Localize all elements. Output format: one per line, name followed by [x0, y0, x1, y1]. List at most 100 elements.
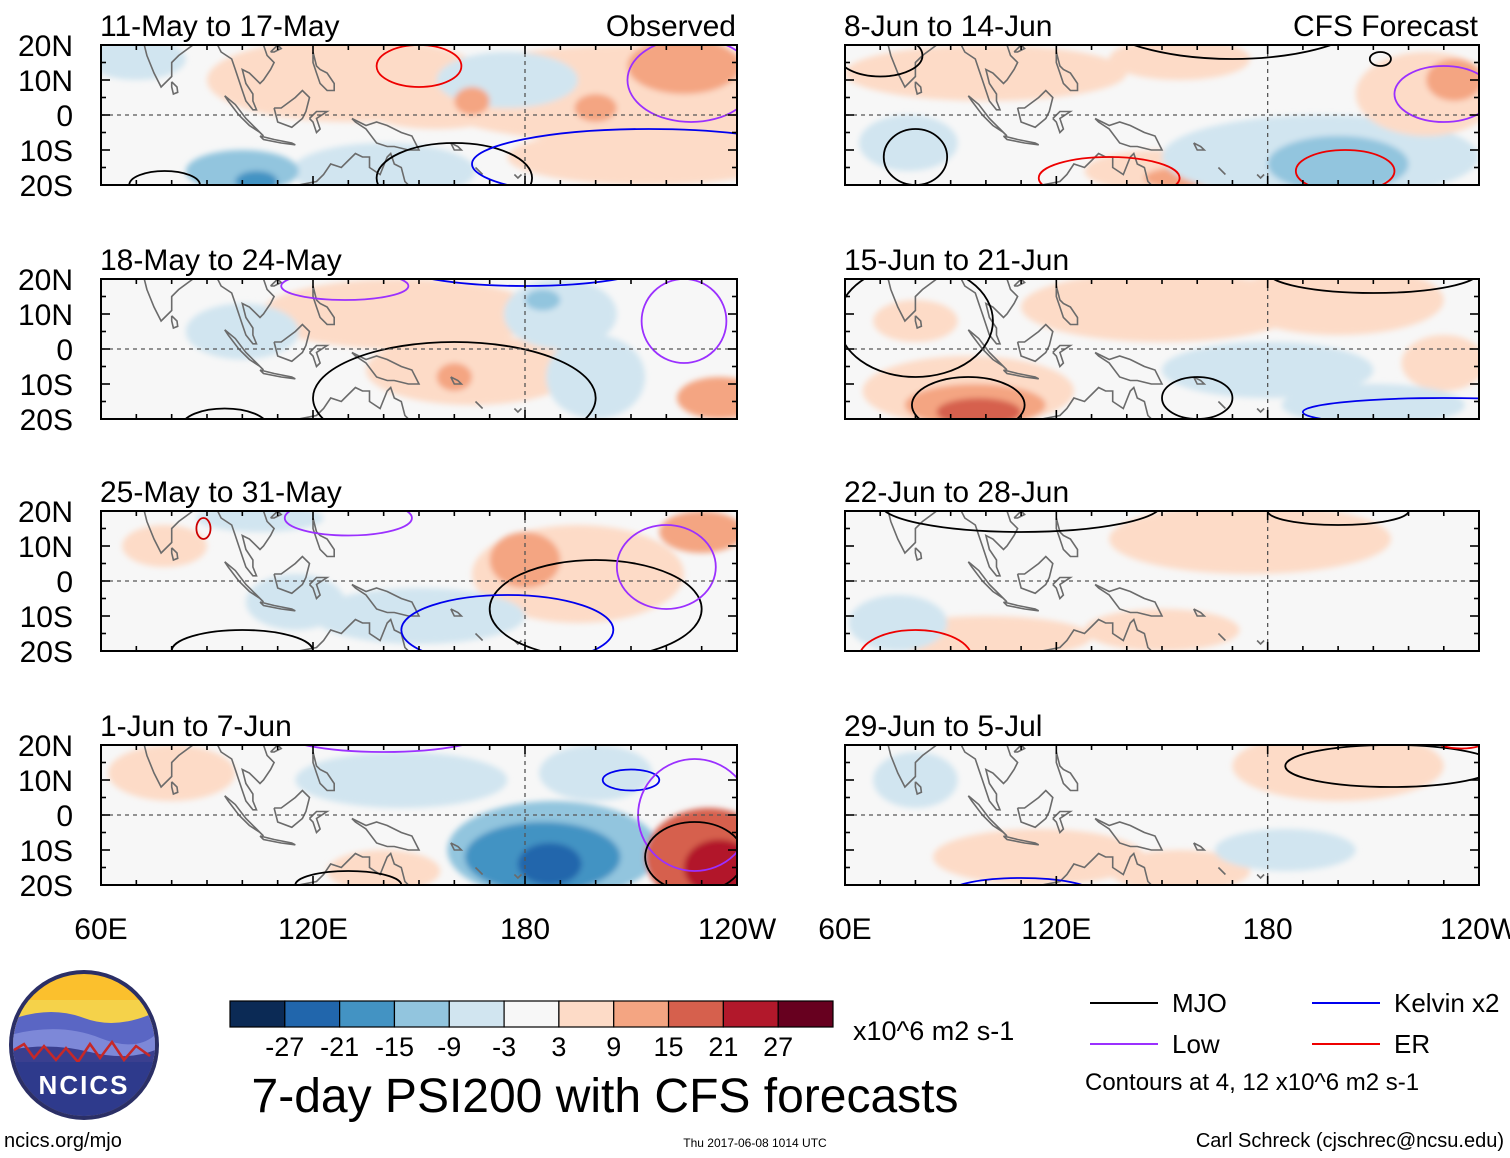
contour-line	[1131, 45, 1334, 60]
anomaly-layer	[873, 745, 1444, 885]
coastline	[1055, 517, 1079, 558]
contour-line	[644, 821, 737, 885]
colorbar-label: -9	[437, 1032, 461, 1062]
coastline	[887, 45, 938, 89]
contour-line	[1438, 745, 1479, 750]
anomaly-shading	[525, 289, 561, 311]
coastline	[1192, 376, 1207, 385]
coastline	[967, 561, 1008, 603]
coastline	[1052, 344, 1074, 368]
coastline	[170, 81, 179, 96]
contour-line	[615, 524, 717, 610]
anomaly-shading	[1109, 850, 1251, 885]
anomaly-shading	[291, 143, 476, 185]
coastline	[273, 323, 311, 363]
logo-text: NCICS	[39, 1070, 130, 1100]
coastline	[298, 386, 410, 419]
coastline	[313, 728, 320, 739]
contour-line	[882, 128, 949, 185]
coastline	[1002, 835, 1040, 846]
contour-line	[283, 511, 413, 537]
coastline	[450, 608, 464, 617]
coastline	[1256, 873, 1265, 880]
colorbar-box	[393, 1000, 450, 1028]
panel-5: 8-Jun to 14-Jun	[844, 10, 1480, 186]
anomaly-shading	[574, 94, 617, 122]
y-tick-label: 0	[56, 566, 73, 599]
anomaly-shading	[454, 87, 490, 115]
x-tick-label: 120E	[278, 913, 348, 946]
colorbar-box	[777, 1000, 834, 1028]
coastline	[1055, 51, 1079, 92]
y-tick-label: 20N	[18, 264, 73, 297]
anomaly-layer	[108, 745, 737, 885]
coastline	[170, 781, 179, 796]
panel-title: 18-May to 24-May	[100, 244, 342, 277]
coastline	[1192, 608, 1207, 617]
coastline	[1094, 817, 1164, 851]
panel-8: 29-Jun to 5-Jul	[844, 710, 1480, 886]
anomaly-shading	[507, 129, 737, 185]
y-tick-label: 20S	[20, 170, 73, 203]
coastline	[216, 745, 276, 811]
coastline	[312, 285, 336, 326]
contour-line	[426, 279, 624, 287]
contour-line	[601, 768, 661, 792]
anomaly-shading	[1281, 384, 1465, 419]
coastline	[1013, 511, 1026, 519]
coastline	[1055, 285, 1079, 326]
contour-line	[184, 407, 265, 419]
coastline	[224, 561, 265, 603]
coastline	[1056, 728, 1063, 739]
anomaly-shading	[1267, 136, 1409, 185]
coastline	[513, 173, 523, 180]
colorbar-box	[284, 1000, 341, 1028]
panel-title: 22-Jun to 28-Jun	[844, 476, 1069, 509]
coastline	[1094, 351, 1164, 385]
coastline	[1055, 751, 1079, 792]
coastline	[351, 583, 421, 617]
coastline	[887, 745, 938, 789]
coastline	[960, 745, 1019, 811]
panel-title: 29-Jun to 5-Jul	[844, 710, 1042, 743]
colorbar-label: -21	[320, 1032, 359, 1062]
contour-note: Contours at 4, 12 x10^6 m2 s-1	[1085, 1069, 1419, 1096]
anomaly-shading	[295, 752, 508, 808]
forecast-label: CFS Forecast	[1293, 10, 1479, 43]
anomaly-shading	[848, 595, 948, 651]
contour-line	[1294, 149, 1396, 185]
panel-title: 15-Jun to 21-Jun	[844, 244, 1069, 277]
coastline	[259, 601, 296, 612]
coastline	[914, 81, 923, 96]
contour-line	[300, 745, 467, 753]
x-tick-label: 180	[1243, 913, 1293, 946]
colorbar-label: 21	[708, 1032, 738, 1062]
colorbar-label: -3	[492, 1032, 516, 1062]
coastline	[1002, 369, 1040, 380]
coastline	[1056, 28, 1063, 39]
coastline	[143, 745, 195, 789]
coastline	[474, 632, 484, 642]
coastline	[967, 95, 1008, 137]
colorbar-box	[722, 1000, 779, 1028]
coastline	[1094, 117, 1164, 151]
y-tick-label: 0	[56, 800, 73, 833]
contour-line	[1302, 397, 1479, 419]
anomaly-shading	[1232, 279, 1444, 335]
contour-line	[883, 511, 1159, 533]
coastline	[259, 369, 296, 380]
anomaly-shading	[185, 303, 299, 360]
coastline	[216, 511, 276, 577]
contour-line	[312, 341, 597, 419]
contour-line	[375, 45, 463, 88]
coastline	[1016, 89, 1054, 129]
contour-line	[1393, 65, 1479, 123]
coastline	[1217, 166, 1226, 176]
coastline	[1256, 407, 1265, 414]
legend-label: Low	[1172, 1029, 1220, 1059]
